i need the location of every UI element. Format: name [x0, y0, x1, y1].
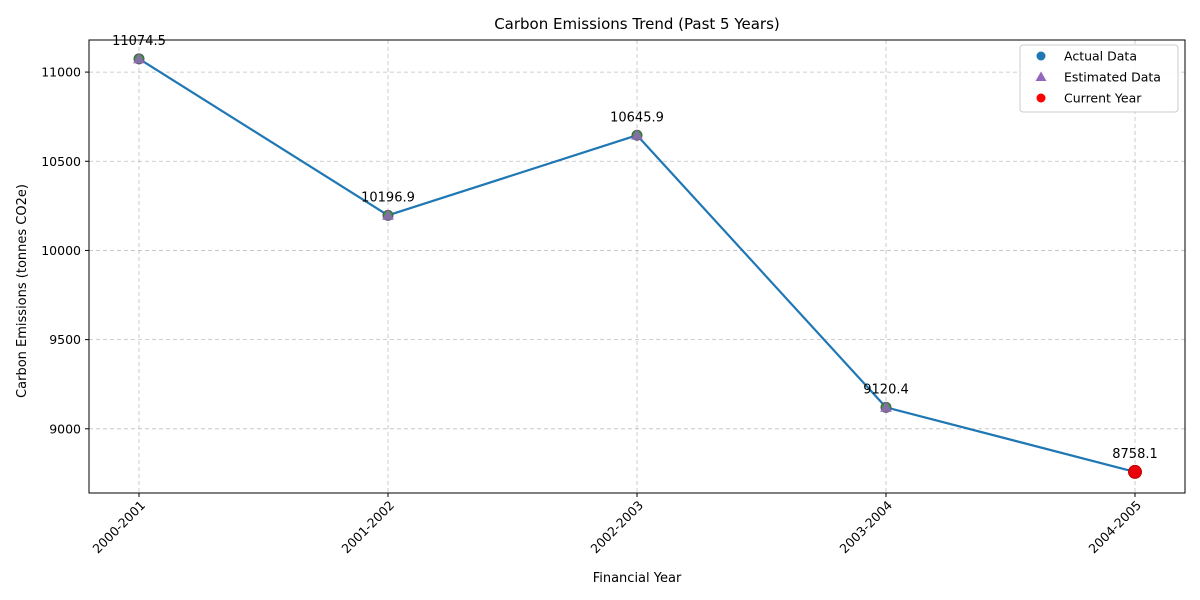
grid	[89, 40, 1185, 493]
data-point-triangle	[631, 129, 643, 140]
legend-marker-circle	[1036, 93, 1046, 103]
data-label: 10196.9	[361, 190, 415, 205]
y-tick-label: 11000	[41, 65, 81, 80]
y-tick-label: 10500	[41, 154, 81, 169]
legend-box	[1019, 44, 1179, 113]
y-tick-label: 10000	[41, 243, 81, 258]
current-year-point	[1128, 464, 1142, 479]
y-tick-label: 9500	[49, 332, 81, 347]
data-label: 8758.1	[1112, 447, 1158, 462]
legend-marker-circle	[1036, 51, 1046, 61]
y-axis-label: Carbon Emissions (tonnes CO2e)	[15, 184, 30, 398]
data-point-triangle	[880, 401, 892, 412]
chart-title: Carbon Emissions Trend (Past 5 Years)	[494, 15, 780, 33]
legend-marker-triangle	[1035, 71, 1047, 81]
legend: Actual Data Estimated Data Current Year	[1019, 44, 1179, 113]
data-label: 10645.9	[610, 110, 664, 125]
series	[133, 52, 1142, 479]
data-point-triangle	[382, 209, 394, 220]
y-tick-label: 9000	[49, 421, 81, 436]
data-label: 11074.5	[112, 34, 166, 49]
data-point-triangle	[133, 52, 145, 64]
legend-label: Current Year	[1064, 91, 1142, 106]
data-label: 9120.4	[863, 382, 909, 397]
data-labels: 11074.5 10196.9 10645.9 9120.4 8758.1	[112, 34, 1158, 462]
legend-label: Estimated Data	[1064, 70, 1161, 85]
x-axis-label: Financial Year	[593, 571, 682, 586]
legend-label: Actual Data	[1064, 49, 1137, 64]
